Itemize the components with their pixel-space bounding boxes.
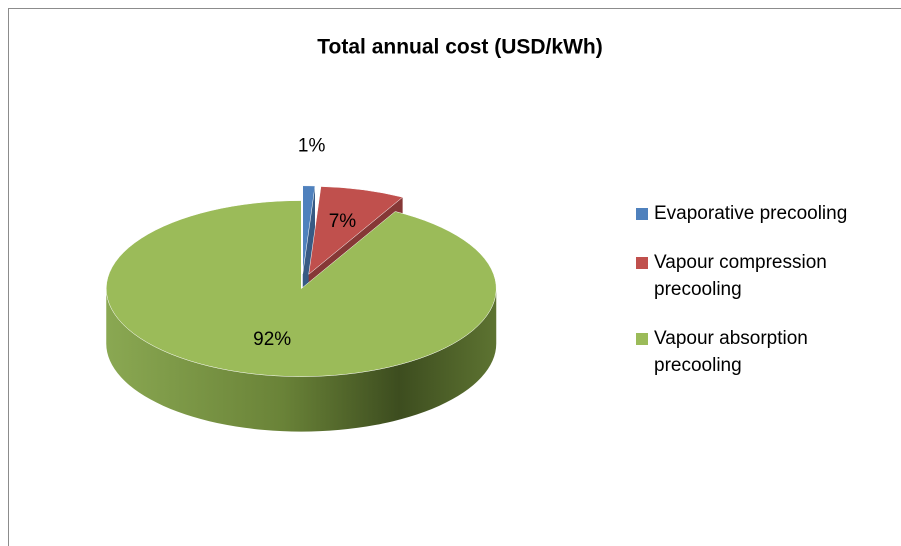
slice (308, 186, 404, 275)
legend-item: Evaporative precooling (636, 200, 881, 227)
slice (106, 200, 497, 377)
slice-side (106, 288, 497, 432)
legend-item: Vapour absorption precooling (636, 325, 881, 379)
data-label: 92% (253, 329, 291, 350)
legend-swatch (636, 257, 648, 269)
legend-swatch (636, 208, 648, 220)
legend-swatch (636, 333, 648, 345)
data-label: 1% (298, 135, 326, 156)
legend-label: Vapour compression precooling (654, 252, 827, 300)
legend-label: Evaporative precooling (654, 203, 848, 224)
legend: Evaporative precooling Vapour compression… (636, 200, 881, 401)
data-label: 7% (329, 211, 357, 232)
pie: 1% 7% 92% (106, 135, 497, 432)
legend-label: Vapour absorption precooling (654, 328, 808, 376)
chart-title: Total annual cost (USD/kWh) (317, 36, 602, 59)
legend-item: Vapour compression precooling (636, 249, 881, 303)
slice (302, 185, 316, 274)
